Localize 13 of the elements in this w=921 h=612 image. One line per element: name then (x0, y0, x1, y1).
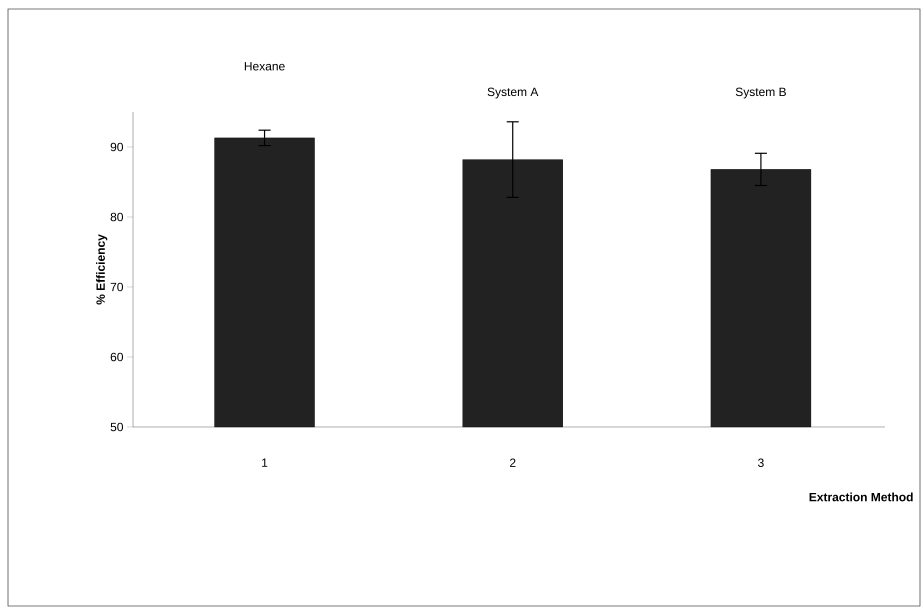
text: System B (736, 88, 786, 98)
y-tick-label: 90 (110, 142, 124, 152)
x-tick-label: 2 (510, 458, 516, 467)
x-tick-label: 3 (758, 458, 764, 468)
x-tick-label: 1 (262, 458, 268, 467)
y-tick-label: 80 (110, 212, 124, 222)
y-tick-label: 70 (110, 282, 124, 292)
y-tick-label: 60 (110, 352, 124, 362)
y-tick-label: 50 (110, 422, 124, 432)
text: Hexane (244, 62, 285, 70)
x-axis-title: Extraction Method (810, 492, 913, 502)
text: System A (488, 88, 538, 98)
y-axis-title: % Efficiency (96, 234, 108, 305)
